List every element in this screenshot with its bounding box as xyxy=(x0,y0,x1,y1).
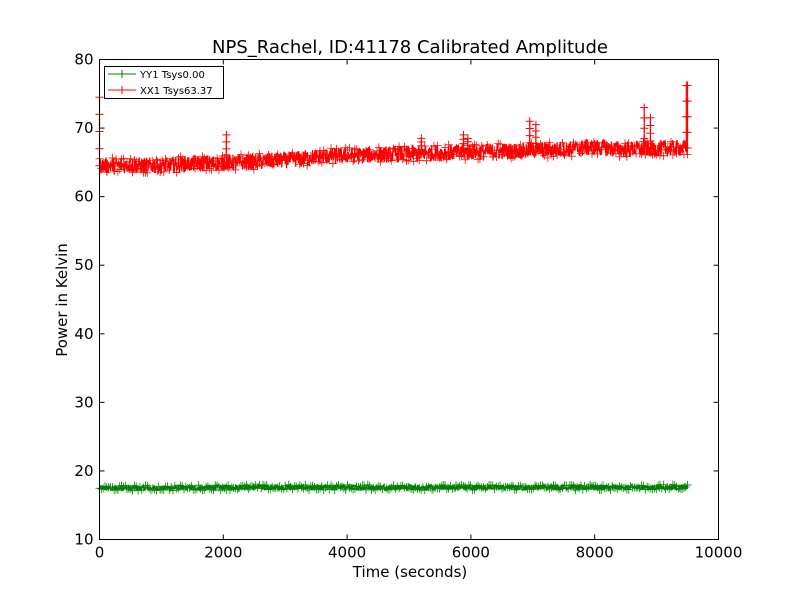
legend-label-yy1: YY1 Tsys0.00 xyxy=(139,70,205,81)
spike-marker xyxy=(531,120,540,129)
y-axis-label: Power in Kelvin xyxy=(53,243,71,357)
y-tick-label: 50 xyxy=(74,256,93,274)
x-axis-label: Time (seconds) xyxy=(352,563,468,581)
spike-marker xyxy=(646,129,655,138)
x-tick-label: 2000 xyxy=(204,544,242,562)
spike-marker xyxy=(222,158,231,167)
spike-point xyxy=(646,113,655,153)
y-tick-label: 80 xyxy=(74,51,93,69)
legend-entry-yy1: YY1 Tsys0.00 xyxy=(108,70,205,81)
spike-marker xyxy=(459,130,468,139)
spike-marker xyxy=(646,144,655,153)
x-tick-label: 8000 xyxy=(576,544,614,562)
legend-entry-xx1: XX1 Tsys63.37 xyxy=(108,86,213,97)
spike-point xyxy=(525,117,534,155)
spike-marker xyxy=(222,130,231,139)
spike-marker xyxy=(683,81,692,90)
spike-marker xyxy=(417,134,426,143)
spike-marker xyxy=(683,128,692,137)
x-tick-label: 10000 xyxy=(695,544,743,562)
legend: YY1 Tsys0.00 XX1 Tsys63.37 xyxy=(104,66,224,99)
x-tick-label: 4000 xyxy=(328,544,366,562)
spike-marker xyxy=(463,134,472,143)
spike-marker xyxy=(646,113,655,122)
spike-marker xyxy=(525,138,534,147)
spike-marker xyxy=(525,131,534,140)
y-tick-label: 40 xyxy=(74,325,93,343)
ticks-layer: 0 2000 4000 6000 8000 10000 10 20 30 40 50 60 70 80 xyxy=(74,51,742,562)
chart-title: NPS_Rachel, ID:41178 Calibrated Amplitud… xyxy=(212,37,608,58)
y-tick-label: 70 xyxy=(74,119,93,137)
spike-marker xyxy=(222,151,231,160)
spike-marker xyxy=(683,143,692,152)
spike-marker xyxy=(640,124,649,133)
spike-point xyxy=(531,120,540,154)
spike-marker xyxy=(640,134,649,143)
y-tick-label: 20 xyxy=(74,462,93,480)
spike-marker xyxy=(222,144,231,153)
spike-point xyxy=(222,130,231,167)
spike-point xyxy=(640,103,649,153)
spike-marker xyxy=(683,97,692,106)
y-tick-label: 60 xyxy=(74,188,93,206)
spike-marker xyxy=(646,137,655,146)
y-tick-label: 10 xyxy=(74,531,93,549)
spike-marker xyxy=(222,137,231,146)
spike-marker xyxy=(640,103,649,112)
spike-point xyxy=(417,134,426,158)
y-tick-label: 30 xyxy=(74,393,93,411)
spike-marker xyxy=(525,124,534,133)
legend-box xyxy=(104,66,224,99)
spike-marker xyxy=(525,117,534,126)
spike-marker xyxy=(646,121,655,130)
legend-label-xx1: XX1 Tsys63.37 xyxy=(140,86,213,97)
x-tick-label: 0 xyxy=(95,544,105,562)
plot-frame xyxy=(99,59,719,540)
x-tick-label: 6000 xyxy=(452,544,490,562)
spike-point xyxy=(683,81,692,152)
spike-point xyxy=(463,134,472,157)
spike-marker xyxy=(683,112,692,121)
